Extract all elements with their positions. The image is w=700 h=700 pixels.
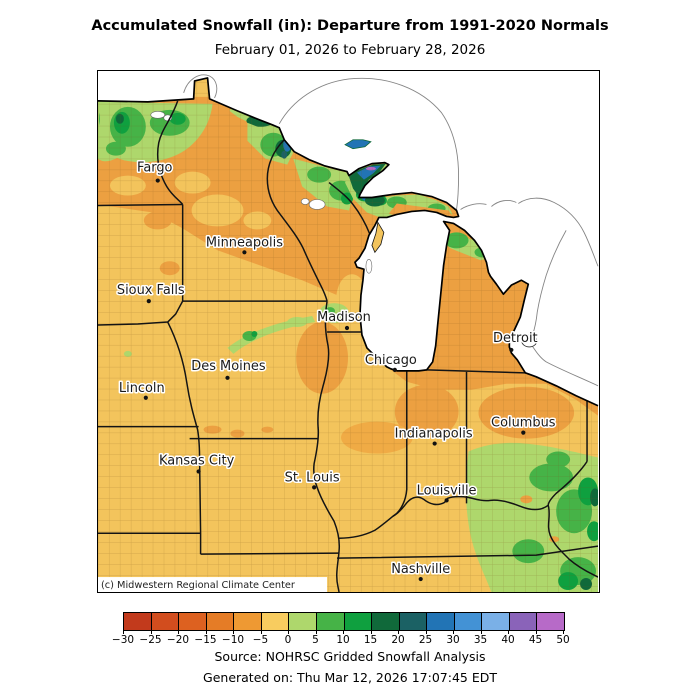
colorbar-tick-mark	[288, 630, 289, 634]
colorbar-tick-label: 45	[528, 634, 543, 646]
colorbar-tick-mark	[480, 630, 482, 634]
departure-colorbar	[123, 612, 565, 631]
colorbar-tick-mark	[315, 630, 317, 634]
colorbar-tick-mark	[425, 630, 427, 634]
city-dot	[143, 395, 148, 400]
city-dot	[509, 347, 514, 353]
midwest-snowfall-map[interactable]: Fargo Minneapolis Sioux Falls Madison Des Mo…	[98, 71, 599, 592]
colorbar-tick-mark	[343, 630, 344, 634]
colorbar-tick-mark	[233, 630, 234, 634]
colorbar-tick-mark	[508, 630, 509, 634]
colorbar-tick-label: 40	[501, 634, 515, 646]
colorbar-cell	[453, 613, 482, 630]
city-label: Fargo	[137, 161, 172, 176]
colorbar-cell	[233, 613, 261, 630]
generated-timestamp: Generated on: Thu Mar 12, 2026 17:07:45 …	[203, 670, 497, 685]
colorbar-cell	[481, 613, 509, 630]
city-label: Indianapolis	[395, 427, 473, 442]
city-dot	[196, 469, 201, 474]
city-label: Louisville	[417, 483, 477, 498]
canadian-shoreline-lines	[183, 74, 599, 387]
small-lakes	[150, 111, 373, 274]
city-label: Columbus	[491, 416, 556, 431]
colorbar-cell	[508, 613, 537, 630]
colorbar-tick-label: −5	[252, 634, 269, 646]
city-label: Chicago	[365, 353, 417, 368]
colorbar-tick-label: 35	[473, 634, 488, 646]
page-title: Accumulated Snowfall (in): Departure fro…	[91, 18, 609, 34]
city-dot	[392, 367, 397, 372]
copyright-strip: (c) Midwestern Regional Climate Center	[98, 577, 328, 592]
colorbar-tick-mark	[535, 630, 537, 634]
colorbar-tick-label: −20	[166, 634, 190, 646]
colorbar-cell	[398, 613, 427, 630]
copyright-text: (c) Midwestern Regional Climate Center	[101, 580, 296, 591]
colorbar-tick-label: 30	[446, 634, 460, 646]
city-dot	[225, 375, 230, 380]
colorbar-tick-mark	[370, 630, 372, 634]
city-label: Minneapolis	[206, 235, 283, 250]
colorbar-tick-mark	[563, 630, 564, 634]
colorbar-tick-label: 25	[418, 634, 433, 646]
city-dot	[312, 485, 317, 490]
city-labels-layer: Fargo Minneapolis Sioux Falls Madison Des Mo…	[115, 159, 557, 582]
city-label: Des Moines	[191, 359, 266, 374]
city-dot	[444, 498, 449, 503]
colorbar-cell	[260, 613, 289, 630]
date-range-subtitle: February 01, 2026 to February 28, 2026	[214, 42, 486, 58]
colorbar-cell	[178, 613, 206, 630]
colorbar-tick-label: −15	[194, 634, 217, 646]
colorbar-tick-label: 5	[312, 634, 319, 646]
city-label: St. Louis	[285, 470, 340, 485]
colorbar-cell	[371, 613, 399, 630]
colorbar-cell	[150, 613, 179, 630]
colorbar-tick-mark	[398, 630, 399, 634]
colorbar-cell	[315, 613, 344, 630]
colorbar-tick-mark	[178, 630, 179, 634]
city-label: Sioux Falls	[117, 283, 185, 298]
colorbar-cell	[343, 613, 372, 630]
city-label: Lincoln	[119, 381, 165, 396]
colorbar-cell	[536, 613, 564, 630]
city-dot	[418, 576, 423, 582]
city-label: Nashville	[391, 562, 450, 577]
colorbar-tick-label: 10	[336, 634, 350, 646]
colorbar-tick-mark	[453, 630, 454, 634]
city-dot	[242, 250, 247, 255]
colorbar-cell	[124, 613, 151, 630]
door-peninsula	[371, 221, 385, 254]
colorbar-tick-mark	[205, 630, 207, 634]
colorbar-tick-label: −25	[139, 634, 162, 646]
city-dot	[432, 441, 437, 446]
colorbar-tick-label: 50	[556, 634, 570, 646]
colorbar-tick-label: 0	[284, 634, 292, 646]
us-shoreline-outline	[98, 77, 599, 407]
isle-royale	[344, 139, 372, 150]
colorbar-tick-label: 15	[363, 634, 378, 646]
colorbar-tick-mark	[260, 630, 262, 634]
colorbar-tick-mark	[123, 630, 124, 634]
city-label: Kansas City	[159, 453, 235, 468]
city-label: Madison	[317, 310, 371, 325]
colorbar-tick-label: −30	[111, 634, 135, 646]
city-dot	[521, 430, 526, 435]
colorbar-cell	[426, 613, 454, 630]
colorbar-tick-label: −10	[221, 634, 245, 646]
colorbar-cell	[288, 613, 316, 630]
colorbar-cell	[205, 613, 234, 630]
map-frame: Fargo Minneapolis Sioux Falls Madison Des Mo…	[97, 70, 600, 593]
lake-st-clair	[521, 334, 538, 348]
city-dot	[155, 178, 160, 183]
city-label: Detroit	[493, 331, 538, 346]
city-dot	[344, 325, 350, 331]
colorbar-tick-label: 20	[391, 634, 405, 646]
city-dot	[146, 299, 151, 304]
state-borders	[98, 100, 599, 592]
colorbar-tick-mark	[150, 630, 152, 634]
source-caption: Source: NOHRSC Gridded Snowfall Analysis	[214, 649, 486, 664]
